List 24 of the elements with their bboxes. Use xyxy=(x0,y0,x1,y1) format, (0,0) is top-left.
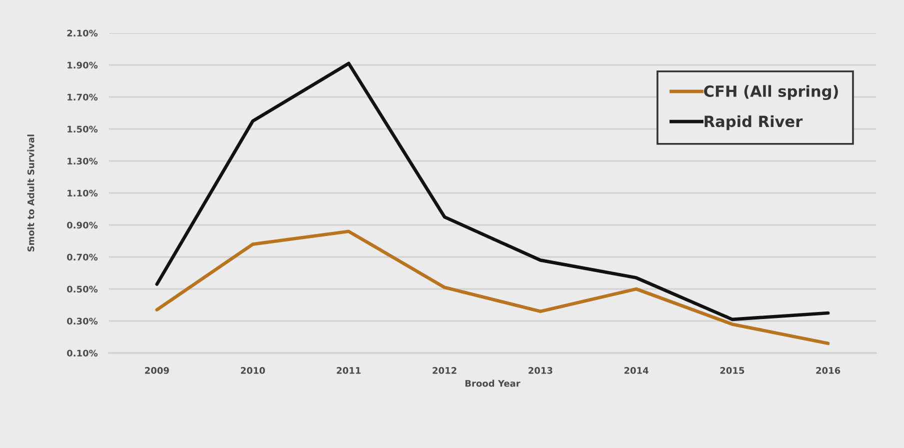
y-tick-label: 1.70% xyxy=(68,94,98,101)
y-tick-label: 1.10% xyxy=(68,190,98,197)
x-tick-label: 2015 xyxy=(720,367,744,374)
x-tick-label: 2011 xyxy=(336,367,361,374)
y-tick-label: 0.10% xyxy=(67,350,98,357)
x-tick-label: 2009 xyxy=(145,367,169,374)
y-tick-label: 0.90% xyxy=(67,222,98,229)
y-tick-label: 1.50% xyxy=(68,126,98,133)
legend-label: CFH (All spring) xyxy=(704,85,838,100)
x-tick-label: 2012 xyxy=(432,367,456,374)
x-tick-label: 2010 xyxy=(240,367,265,374)
x-tick-label: 2016 xyxy=(816,367,840,374)
y-tick-label: 0.30% xyxy=(67,318,98,325)
legend-label: Rapid River xyxy=(704,115,803,130)
x-tick-label: 2013 xyxy=(528,367,552,374)
x-tick-label: 2014 xyxy=(624,367,648,374)
y-tick-label: 0.50% xyxy=(67,286,98,293)
line-series xyxy=(155,230,830,346)
x-axis-title: Brood Year xyxy=(465,380,520,387)
y-tick-label: 0.70% xyxy=(67,254,98,261)
y-axis-title: Smolt to Adult Survival xyxy=(27,134,34,252)
y-tick-label: 1.30% xyxy=(68,158,98,165)
y-tick-label: 2.10% xyxy=(67,30,98,37)
y-tick-label: 1.90% xyxy=(68,62,98,69)
